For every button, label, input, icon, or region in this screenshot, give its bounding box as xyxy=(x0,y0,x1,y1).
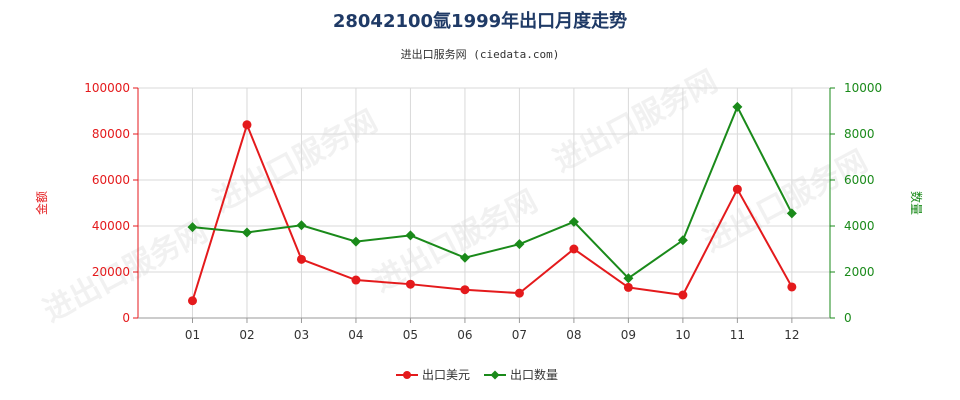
data-point xyxy=(568,216,579,227)
series-layer xyxy=(187,101,797,306)
data-point xyxy=(459,252,470,263)
data-point xyxy=(569,244,579,254)
x-tick-label: 04 xyxy=(348,328,363,342)
data-point xyxy=(786,208,797,219)
data-point xyxy=(677,235,688,246)
data-point xyxy=(350,236,361,247)
y-left-tick-label: 0 xyxy=(122,311,130,325)
data-point xyxy=(514,288,524,298)
y-left-tick-label: 40000 xyxy=(92,219,130,233)
legend-marker xyxy=(490,370,500,380)
x-tick-label: 06 xyxy=(457,328,472,342)
x-tick-label: 03 xyxy=(294,328,309,342)
chart-title: 28042100氩1999年出口月度走势 xyxy=(333,10,627,32)
series-line xyxy=(192,104,793,280)
data-point xyxy=(678,290,688,300)
legend: 出口美元 出口数量 xyxy=(396,367,558,382)
data-point xyxy=(405,230,416,241)
data-point xyxy=(623,282,633,292)
y-right-tick-label: 10000 xyxy=(844,81,882,95)
data-point xyxy=(405,279,415,289)
x-tick-label: 05 xyxy=(403,328,418,342)
data-point xyxy=(732,101,743,112)
data-point xyxy=(296,220,307,231)
chart-subtitle: 进出口服务网 (ciedata.com) xyxy=(401,47,560,61)
y-left-tick-label: 20000 xyxy=(92,265,130,279)
y-right-tick-label: 6000 xyxy=(844,173,875,187)
grid-layer xyxy=(138,87,830,319)
data-point xyxy=(241,227,252,238)
x-tick-label: 07 xyxy=(512,328,527,342)
y-left-tick-label: 60000 xyxy=(92,173,130,187)
legend-marker xyxy=(403,371,411,379)
data-point xyxy=(242,120,252,130)
data-point xyxy=(460,285,470,295)
y-left-tick-label: 100000 xyxy=(84,81,130,95)
y-right-tick-label: 2000 xyxy=(844,265,875,279)
x-tick-label: 09 xyxy=(621,328,636,342)
x-tick-label: 01 xyxy=(185,328,200,342)
x-tick-label: 11 xyxy=(730,328,745,342)
y-right-axis-label: 数量 xyxy=(909,191,924,215)
y-right-tick-label: 8000 xyxy=(844,127,875,141)
data-point xyxy=(187,296,197,306)
data-point xyxy=(514,239,525,250)
data-point xyxy=(623,273,634,284)
x-tick-label: 10 xyxy=(675,328,690,342)
y-left-axis-label: 金额 xyxy=(34,191,49,215)
data-point xyxy=(787,282,797,292)
legend-label: 出口数量 xyxy=(510,367,558,382)
x-tick-label: 02 xyxy=(239,328,254,342)
y-right-tick-label: 0 xyxy=(844,311,852,325)
legend-label: 出口美元 xyxy=(422,368,470,382)
axes-layer: 0 20000 40000 60000 80000 100000 0 2000 4000 6000… xyxy=(34,81,924,342)
y-left-tick-label: 80000 xyxy=(92,127,130,141)
y-right-tick-label: 4000 xyxy=(844,219,875,233)
data-point xyxy=(187,222,198,233)
x-tick-label: 12 xyxy=(784,328,799,342)
x-tick-label: 08 xyxy=(566,328,581,342)
series-line xyxy=(191,121,793,302)
data-point xyxy=(351,275,361,285)
data-point xyxy=(732,184,742,194)
data-point xyxy=(296,254,306,264)
watermark-text: 进出口服务网 xyxy=(208,104,383,219)
